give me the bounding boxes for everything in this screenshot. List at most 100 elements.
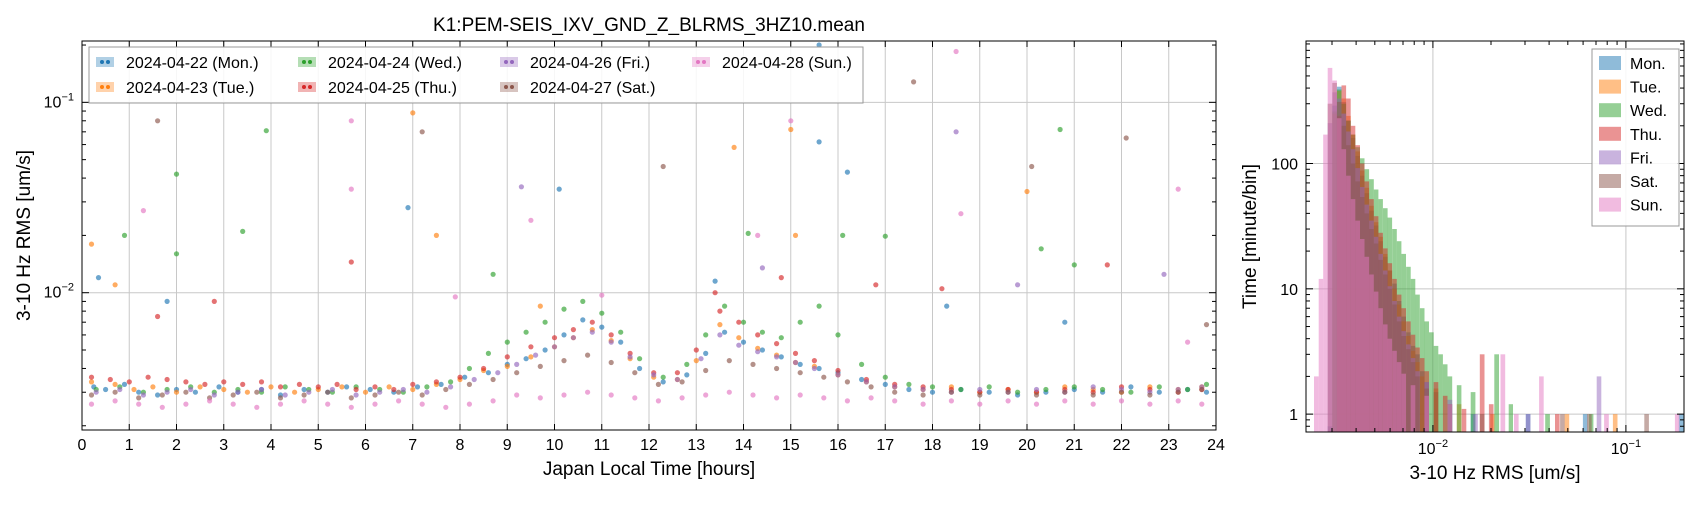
scatter-point	[948, 398, 955, 404]
scatter-point	[292, 389, 298, 395]
histogram-legend-label: Sun.	[1630, 198, 1663, 215]
histogram-bar	[1438, 354, 1443, 432]
scatter-point	[561, 392, 567, 398]
scatter-legend-label: 2024-04-23 (Tue.)	[126, 80, 254, 97]
scatter-point	[150, 384, 156, 390]
scatter-point	[722, 329, 728, 335]
histogram-bar	[1332, 80, 1337, 432]
scatter-point	[1118, 398, 1125, 404]
histogram-bar	[1387, 338, 1393, 432]
scatter-point	[811, 358, 818, 364]
histogram-bar	[1419, 358, 1425, 432]
scatter-point	[551, 344, 558, 350]
scatter-point	[816, 42, 822, 48]
histogram-bar	[1360, 239, 1365, 432]
scatter-point	[811, 365, 818, 372]
scatter-point	[235, 389, 241, 395]
scatter-point	[159, 392, 165, 398]
scatter-point	[561, 306, 567, 312]
scatter-point	[159, 404, 165, 410]
scatter-point	[103, 386, 109, 393]
scatter-point	[585, 352, 591, 358]
scatter-tick-label-x: 23	[1160, 437, 1178, 454]
scatter-point	[977, 401, 983, 407]
histogram-bar	[1346, 175, 1351, 432]
legend-marker	[504, 85, 508, 89]
scatter-point	[1062, 319, 1068, 325]
scatter-point	[674, 370, 681, 376]
scatter-point	[561, 358, 567, 364]
scatter-tick-label-x: 1	[125, 437, 134, 454]
scatter-point	[121, 232, 128, 238]
histogram-legend-entry: Sun.	[1599, 197, 1663, 215]
scatter-point	[1175, 398, 1181, 404]
scatter-point	[377, 389, 383, 395]
scatter-point	[844, 379, 851, 385]
scatter-point	[485, 350, 491, 356]
scatter-point	[816, 303, 822, 309]
scatter-point	[599, 324, 605, 330]
scatter-point	[1156, 389, 1162, 395]
scatter-point	[282, 392, 288, 398]
scatter-point	[1203, 381, 1210, 387]
scatter-tick-label-y-base: 10	[44, 285, 62, 302]
scatter-y-axis-label: 3-10 Hz RMS [um/s]	[14, 150, 35, 321]
scatter-point	[173, 251, 180, 257]
scatter-point	[911, 79, 917, 85]
legend-swatch	[1599, 126, 1621, 141]
histogram-legend-label: Thu.	[1630, 127, 1662, 144]
histogram-tick-label-y: 10	[1280, 282, 1298, 299]
scatter-point	[164, 376, 170, 383]
scatter-point	[844, 398, 851, 404]
scatter-point	[306, 389, 312, 395]
scatter-point	[268, 384, 274, 390]
scatter-legend-entry: 2024-04-27 (Sat.)	[500, 80, 655, 97]
histogram-legend-entry: Fri.	[1599, 150, 1653, 167]
scatter-point	[1090, 392, 1096, 398]
scatter-tick-label-x: 13	[687, 437, 705, 454]
scatter-point	[882, 381, 888, 387]
histogram-legend-entry: Sat.	[1599, 174, 1658, 191]
histogram-bar	[1327, 67, 1333, 433]
scatter-point	[140, 392, 146, 398]
scatter-point	[580, 317, 586, 323]
scatter-point	[627, 354, 633, 360]
scatter-point	[1104, 262, 1110, 268]
histogram-bar	[1364, 256, 1370, 432]
scatter-point	[660, 163, 666, 170]
scatter-point	[679, 379, 685, 385]
histogram-legend-entry: Tue.	[1599, 79, 1661, 97]
legend-marker	[106, 85, 110, 89]
scatter-series	[93, 129, 1205, 398]
histogram-x-axis-label: 3-10 Hz RMS [um/s]	[1409, 463, 1580, 484]
legend-marker	[702, 60, 706, 64]
scatter-point	[277, 395, 284, 401]
scatter-point	[556, 186, 562, 192]
scatter-point	[348, 186, 354, 192]
scatter-point	[788, 118, 794, 124]
histogram-bar	[1392, 350, 1397, 432]
scatter-point	[1015, 282, 1021, 288]
scatter-point	[835, 367, 841, 374]
scatter-point	[481, 365, 487, 372]
scatter-point	[674, 376, 681, 383]
scatter-tick-label-x: 22	[1113, 437, 1131, 454]
scatter-point	[759, 347, 766, 353]
scatter-point	[448, 384, 454, 390]
scatter-point	[188, 386, 194, 393]
histogram-bar	[1383, 324, 1388, 432]
scatter-point	[778, 354, 784, 360]
legend-marker	[106, 60, 110, 64]
histogram-legend-label: Fri.	[1630, 150, 1653, 167]
scatter-point	[693, 347, 699, 353]
histogram-legend-entry: Thu.	[1599, 126, 1662, 144]
scatter-point	[651, 372, 657, 378]
legend-swatch	[500, 57, 518, 67]
scatter-point	[892, 389, 898, 395]
legend-swatch	[1599, 197, 1621, 212]
scatter-point	[892, 384, 898, 390]
scatter-point	[868, 395, 874, 401]
scatter-point	[1024, 188, 1030, 195]
